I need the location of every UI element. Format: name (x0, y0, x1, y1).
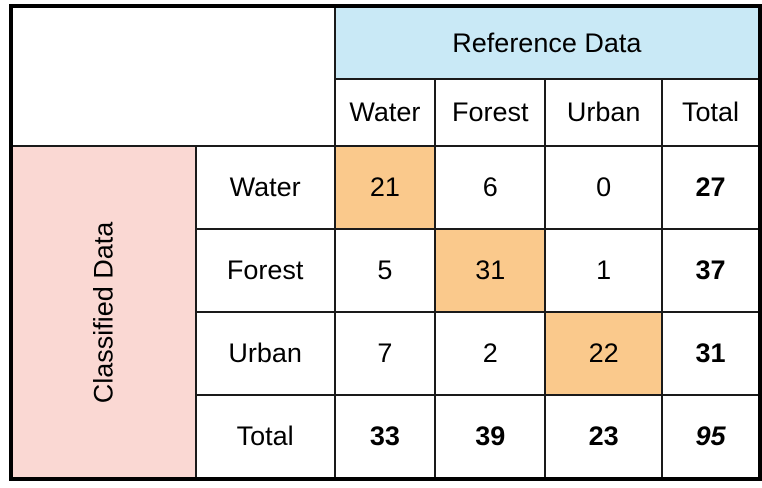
cell-forest-water: 5 (333, 228, 437, 313)
row-label-urban: Urban (194, 311, 336, 396)
cell-urban-water: 7 (333, 311, 437, 396)
cell-total-forest: 39 (434, 394, 547, 480)
cell-total-water: 33 (333, 394, 437, 480)
cell-urban-forest: 2 (434, 311, 547, 396)
cell-forest-total: 37 (661, 228, 761, 313)
col-header-urban: Urban (544, 78, 664, 147)
cell-urban-urban: 22 (544, 311, 664, 396)
classified-data-label: Classified Data (88, 221, 119, 403)
row-label-forest: Forest (194, 228, 336, 313)
col-header-total: Total (661, 78, 761, 147)
classified-data-header: Classified Data (10, 145, 197, 480)
confusion-matrix-table: Reference Data Water Forest Urban Total … (9, 4, 762, 481)
cell-forest-forest: 31 (434, 228, 547, 313)
row-label-water: Water (194, 145, 336, 230)
cell-total-urban: 23 (544, 394, 664, 480)
cell-forest-urban: 1 (544, 228, 664, 313)
cell-water-urban: 0 (544, 145, 664, 230)
row-label-total: Total (194, 394, 336, 480)
cell-urban-total: 31 (661, 311, 761, 396)
cell-water-water: 21 (333, 145, 437, 230)
cell-grand-total: 95 (661, 394, 761, 480)
reference-data-header: Reference Data (333, 5, 762, 80)
cell-water-forest: 6 (434, 145, 547, 230)
col-header-forest: Forest (434, 78, 547, 147)
cell-water-total: 27 (661, 145, 761, 230)
col-header-water: Water (333, 78, 437, 147)
corner-cell (10, 5, 336, 147)
